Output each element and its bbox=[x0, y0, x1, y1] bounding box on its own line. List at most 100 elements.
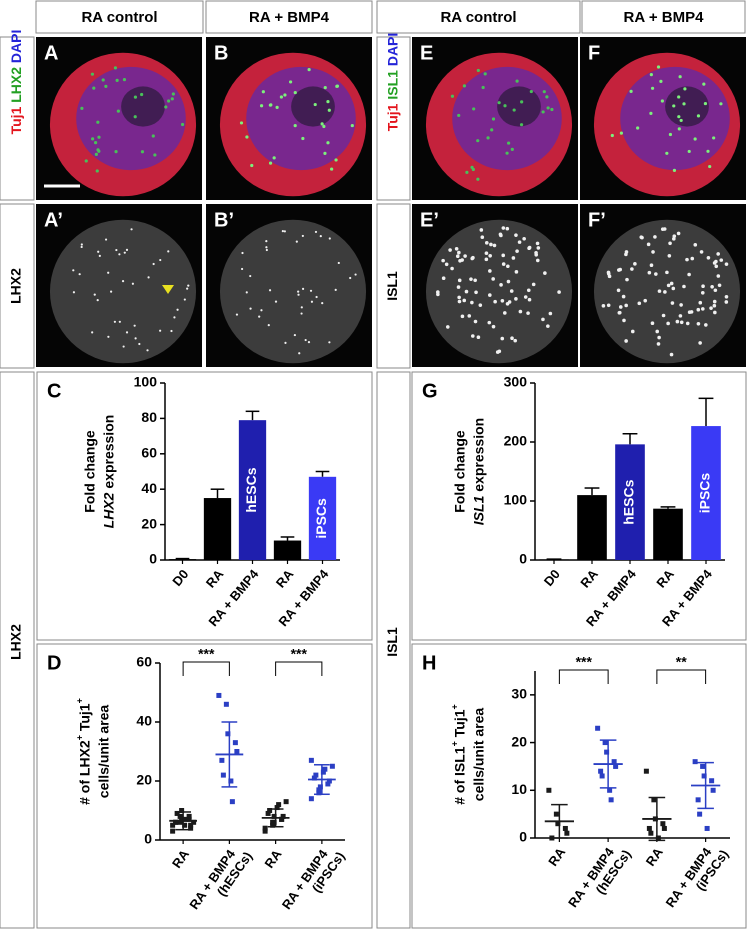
cell bbox=[152, 262, 155, 266]
label-line: RA bbox=[546, 845, 569, 869]
cell bbox=[669, 281, 674, 286]
data-point bbox=[308, 796, 314, 802]
label-line: RA bbox=[169, 847, 192, 871]
cell bbox=[454, 246, 459, 251]
panel-letter: F’ bbox=[588, 209, 606, 231]
cell bbox=[668, 132, 673, 137]
bar bbox=[238, 420, 267, 560]
cell bbox=[122, 78, 127, 82]
bar bbox=[203, 498, 232, 560]
cell bbox=[281, 230, 284, 233]
cell bbox=[716, 252, 720, 256]
header-box bbox=[376, 0, 581, 34]
cell bbox=[171, 92, 175, 96]
cell bbox=[96, 299, 99, 302]
label-box bbox=[376, 36, 411, 201]
data-point bbox=[262, 828, 268, 834]
data-point bbox=[270, 819, 276, 825]
cell bbox=[328, 341, 331, 344]
marker-label: LHX2 bbox=[8, 268, 24, 304]
cell bbox=[170, 329, 173, 333]
cell bbox=[444, 262, 449, 267]
cell bbox=[473, 319, 478, 324]
data-point bbox=[188, 822, 194, 828]
data-point bbox=[270, 822, 276, 828]
bar bbox=[273, 540, 302, 560]
cell bbox=[499, 283, 503, 287]
cell bbox=[701, 284, 705, 288]
cell bbox=[712, 303, 717, 308]
cell bbox=[672, 234, 677, 238]
cell bbox=[678, 314, 683, 318]
cell bbox=[307, 68, 311, 72]
cell bbox=[719, 102, 723, 106]
data-point bbox=[692, 759, 698, 765]
data-point bbox=[173, 819, 179, 825]
cell bbox=[687, 149, 691, 154]
cell bbox=[167, 250, 170, 253]
cell bbox=[601, 304, 606, 308]
cell bbox=[550, 107, 554, 112]
cell bbox=[546, 106, 550, 110]
cell bbox=[80, 106, 84, 110]
significance-label: *** bbox=[576, 654, 593, 670]
cell bbox=[267, 324, 270, 327]
cell bbox=[313, 102, 317, 107]
label-part: LHX2 bbox=[100, 492, 116, 528]
cell bbox=[450, 266, 454, 271]
significance-label: ** bbox=[676, 654, 687, 670]
cell bbox=[501, 253, 506, 258]
cell bbox=[272, 156, 276, 160]
cell bbox=[300, 306, 303, 309]
cell bbox=[113, 320, 116, 323]
cell bbox=[667, 254, 672, 258]
cell bbox=[473, 278, 477, 283]
data-point bbox=[276, 802, 282, 808]
cell bbox=[633, 262, 637, 266]
tissue-dark bbox=[497, 86, 541, 127]
cell bbox=[479, 228, 484, 232]
label-part: Fold change bbox=[81, 430, 97, 513]
panel-letter: E’ bbox=[420, 209, 439, 231]
cell bbox=[650, 86, 655, 90]
cell bbox=[509, 289, 514, 293]
cell bbox=[239, 121, 244, 125]
cell bbox=[275, 105, 279, 109]
column-header: RA control bbox=[81, 9, 157, 26]
cell bbox=[133, 115, 137, 119]
cell bbox=[527, 297, 532, 302]
cell bbox=[724, 300, 729, 304]
cell bbox=[115, 248, 118, 252]
label-part: cells/unit area bbox=[95, 705, 111, 799]
data-point bbox=[182, 822, 188, 828]
cell bbox=[80, 243, 83, 246]
tissue bbox=[219, 219, 367, 364]
cell bbox=[334, 158, 338, 162]
data-point bbox=[646, 825, 652, 831]
label-part: cells/unit area bbox=[470, 708, 486, 802]
cell bbox=[682, 284, 686, 289]
cell bbox=[90, 72, 95, 76]
x-tick-label: RA + BMP4(hESCs) bbox=[187, 841, 256, 921]
cell bbox=[491, 277, 495, 281]
cell bbox=[712, 136, 716, 140]
cell bbox=[518, 309, 523, 314]
cell bbox=[505, 151, 509, 155]
cell bbox=[460, 314, 465, 319]
cell bbox=[649, 72, 653, 77]
cell bbox=[476, 139, 480, 143]
cell bbox=[476, 177, 480, 181]
label-part: + bbox=[450, 741, 460, 746]
cell bbox=[646, 242, 651, 247]
y-axis-label: # of LHX2+ Tuj1+ bbox=[75, 698, 92, 805]
cell bbox=[118, 253, 121, 256]
section-label: LHX2 bbox=[8, 624, 24, 660]
cell bbox=[531, 282, 536, 287]
cell bbox=[543, 271, 547, 275]
cell bbox=[133, 95, 138, 99]
cell bbox=[724, 294, 729, 299]
data-point bbox=[265, 810, 271, 816]
column-header: RA + BMP4 bbox=[624, 9, 705, 26]
cell bbox=[643, 298, 648, 303]
cell bbox=[170, 97, 174, 101]
